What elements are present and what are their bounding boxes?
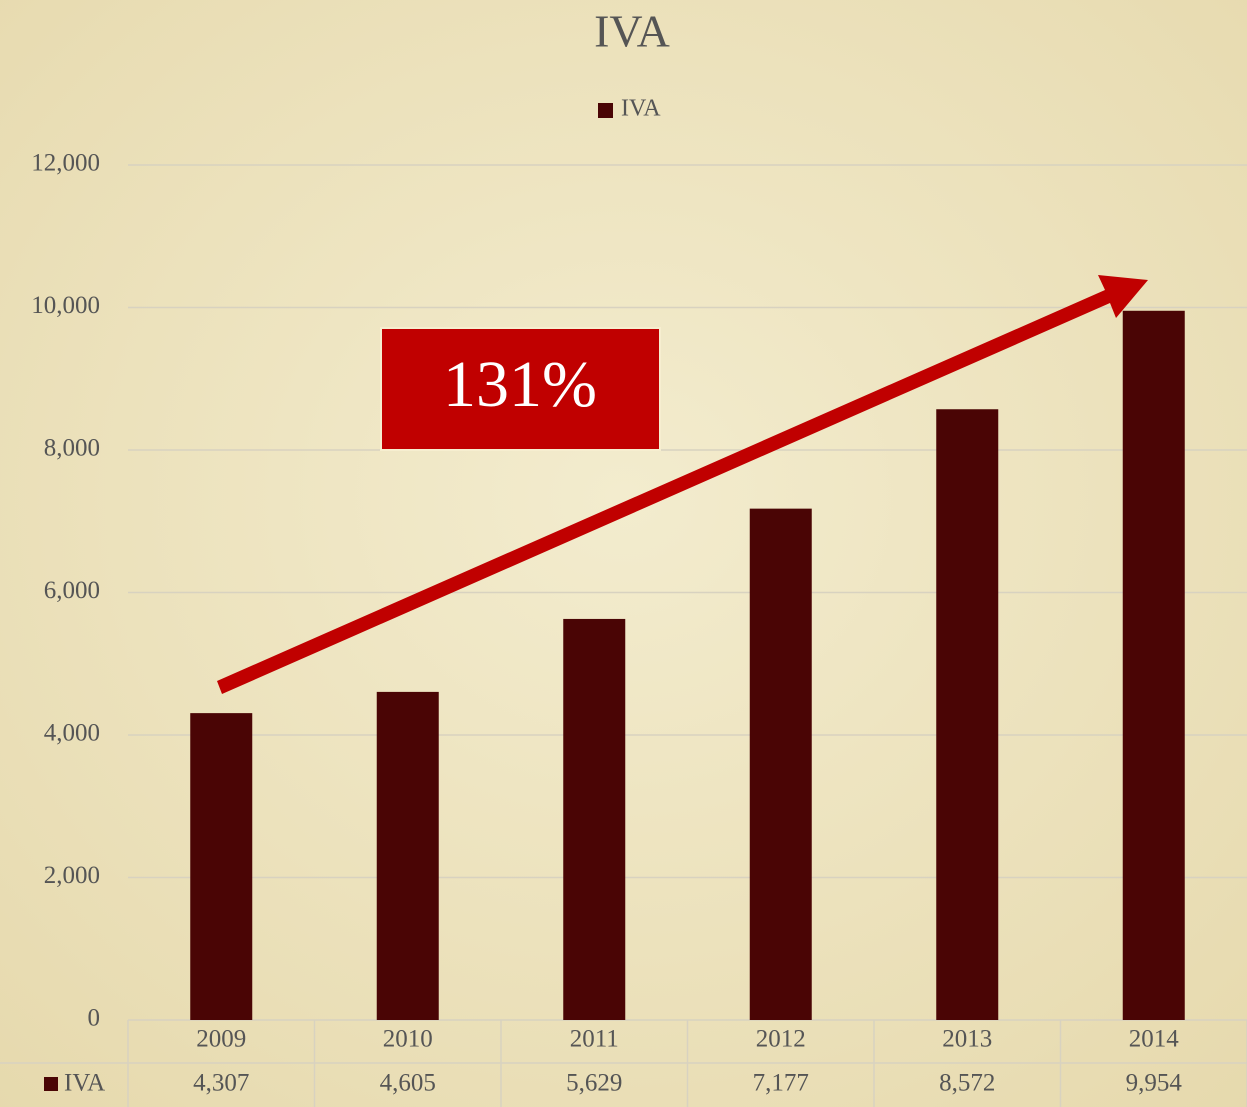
x-tick-label: 2014 <box>1129 1026 1180 1053</box>
bar <box>376 691 439 1020</box>
x-tick-label: 2013 <box>942 1026 992 1053</box>
table-legend-label: IVA <box>64 1070 105 1097</box>
bars <box>190 310 1185 1021</box>
bar <box>563 618 626 1020</box>
trend-arrow <box>217 275 1148 694</box>
annotation-box <box>380 327 661 451</box>
annotation: 131% <box>443 348 597 421</box>
bar <box>749 508 812 1020</box>
table-value: 5,629 <box>566 1070 622 1097</box>
y-tick-label: 2,000 <box>44 862 100 889</box>
table-value: 8,572 <box>939 1070 995 1097</box>
legend-label: IVA <box>621 96 661 122</box>
x-tick-label: 2010 <box>383 1026 433 1053</box>
y-tick-label: 6,000 <box>44 577 100 604</box>
table-legend-swatch <box>44 1077 58 1091</box>
bar <box>936 409 999 1020</box>
x-tick-label: 2012 <box>756 1026 806 1053</box>
table-value: 7,177 <box>753 1070 809 1097</box>
y-tick-label: 12,000 <box>31 150 100 177</box>
table-value: 4,605 <box>380 1070 436 1097</box>
bar <box>190 713 253 1020</box>
table-value: 9,954 <box>1126 1070 1183 1097</box>
x-tick-label: 2011 <box>570 1026 619 1053</box>
legend-swatch <box>598 103 613 118</box>
y-tick-label: 8,000 <box>44 435 100 462</box>
table-value: 4,307 <box>193 1070 249 1097</box>
y-tick-label: 10,000 <box>31 292 100 319</box>
y-tick-label: 4,000 <box>44 720 100 747</box>
bar <box>1122 310 1185 1021</box>
x-tick-label: 2009 <box>196 1026 246 1053</box>
y-tick-label: 0 <box>88 1005 101 1032</box>
chart-title: IVA <box>594 6 670 57</box>
